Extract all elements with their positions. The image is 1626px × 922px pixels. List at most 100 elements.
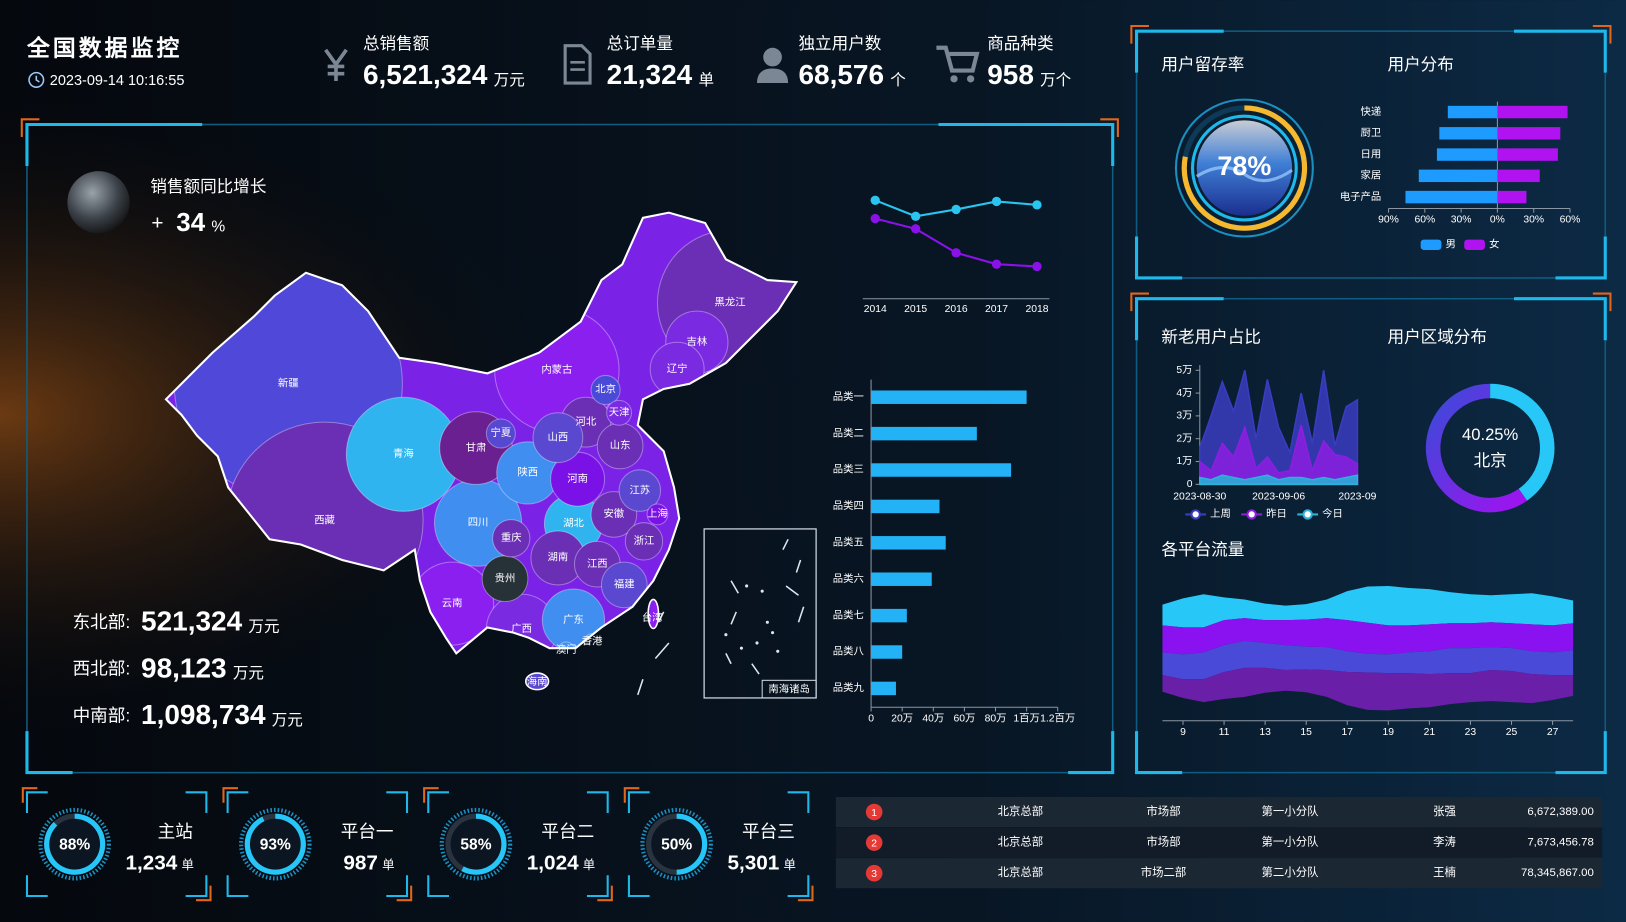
growth-value: 34 [176,209,205,237]
province-label: 甘肃 [466,441,487,454]
province-label: 陕西 [517,466,538,479]
table-cell: 7,673,456.78 [1527,837,1594,849]
rank-badge [865,864,883,882]
province-label: 澳门 [556,643,577,656]
hainan [524,672,550,691]
x-tick-label: 80万 [985,713,1007,724]
bar [1439,127,1498,140]
platform-accent [797,885,814,902]
cart-wheel [966,75,975,83]
x-tick-label: 30% [1451,215,1472,226]
y-tick-label: 日用 [1361,149,1382,160]
province-label: 河北 [576,416,597,428]
bar [871,645,903,659]
frame-corners [25,29,1607,775]
platform-accent [195,885,212,902]
dot [739,646,744,650]
table-row [835,827,1603,858]
line-point [991,196,1002,207]
region-unit: 万元 [248,619,279,636]
y-tick-label: 4万 [1176,388,1192,399]
platform-count: 987 [343,851,378,874]
x-tick-label: 1.2百万 [1040,712,1075,724]
table-row [835,796,1603,828]
stream-layer [1162,618,1574,655]
donut-value-label: 40.25% [1462,425,1518,444]
line-point [1032,261,1042,272]
kpi-label: 总订单量 [607,34,673,53]
table-cell: 北京总部 [998,804,1044,818]
line-point [910,211,921,221]
kpi-label: 商品种类 [987,34,1053,53]
region-name: 中南部: [73,705,131,725]
table-cell: 第二小分队 [1262,865,1320,879]
bar [1497,169,1540,183]
accent [20,118,40,137]
stream-layer [1162,667,1574,711]
platform-corner [787,791,810,814]
panel-title: 用户分布 [1387,55,1453,74]
gauge-dashes [38,807,111,881]
province-label: 山东 [610,439,631,452]
kpi-value: 6,521,324 [363,59,488,90]
province-label: 内蒙古 [541,363,572,376]
inset-label-box [761,679,817,699]
province-label: 浙江 [634,535,655,547]
x-tick-label: 23 [1465,727,1477,738]
platform-corner [427,875,450,898]
province-label: 江西 [587,558,608,570]
y-tick-label: 品类九 [833,681,865,694]
province-region [606,399,633,426]
accent [1100,118,1119,137]
platform-corner [386,791,409,814]
province-region [600,561,648,609]
y-tick-label: 品类五 [833,536,864,549]
x-tick-label: 60% [1414,215,1435,226]
corner [1555,236,1607,280]
kpi-label: 总销售额 [363,34,430,53]
bar [1497,105,1568,119]
platform-accent [396,885,413,902]
x-tick-label: 2014 [864,304,887,315]
platform-count: 1,234 [125,851,177,874]
x-tick-label: 2018 [1025,304,1048,315]
platform-accent [222,787,238,803]
panel-title: 新老用户占比 [1161,327,1260,346]
x-tick-label: 2017 [985,304,1008,315]
x-tick-label: 2015 [904,304,927,315]
corner [938,122,1115,166]
corner [25,731,73,775]
platform-count: 1,024 [527,851,579,874]
area-series [1199,474,1359,486]
gauge-label: 58% [460,836,491,853]
x-tick-label: 11 [1219,727,1230,738]
frames [20,24,1612,775]
province-label: 广西 [511,623,532,635]
kpi-value: 958 [987,59,1034,90]
bar [1497,148,1558,161]
bar [871,499,940,514]
panel-title: 各平台流量 [1161,540,1244,559]
frame-bottom-right [1135,297,1607,774]
globe-icon [67,171,130,234]
province-label: 吉林 [686,335,707,348]
platform-accent [623,787,640,803]
x-tick-label: 0% [1490,215,1505,226]
province-region [618,469,662,512]
bar [871,463,1012,477]
legend-dot [1302,509,1313,520]
kpi-label: 独立用户数 [798,34,881,53]
panel-title: 用户区域分布 [1387,327,1486,346]
gauge-arc [676,813,708,875]
dot [771,631,775,635]
corner [1514,297,1607,341]
line-point [910,224,921,234]
province-label: 青海 [393,447,414,460]
table-cell: 6,672,389.00 [1527,806,1594,818]
dot [745,584,749,588]
kpi-unit: 万元 [494,72,525,89]
province-label: 天津 [609,407,630,419]
province-region [481,555,529,603]
line-point [870,213,880,224]
donut-name: 北京 [1474,451,1507,470]
